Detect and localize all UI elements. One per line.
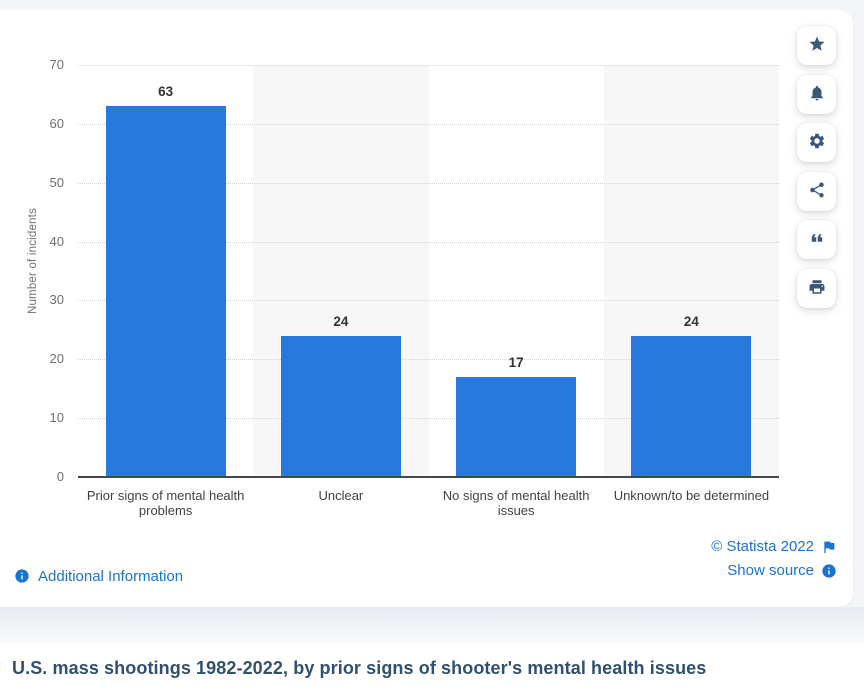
bar-value-label: 17 [508, 354, 524, 370]
additional-information-label: Additional Information [38, 567, 184, 585]
copyright-label: © Statista 2022 [711, 538, 814, 555]
gridline [78, 300, 779, 302]
gear-icon [808, 132, 826, 153]
title-bar: U.S. mass shootings 1982-2022, by prior … [0, 645, 864, 691]
additional-information-link[interactable]: Additional Information [14, 565, 183, 587]
plot-area: 0 10 20 30 40 50 60 70 63 Prior signs of mental h… [50, 57, 779, 518]
y-axis-tick-label: 0 [56, 469, 64, 484]
gridline [78, 359, 779, 361]
cite-button[interactable] [797, 220, 836, 259]
bar-unknown-to-be-determined[interactable] [631, 335, 752, 477]
y-axis-tick-label: 50 [49, 174, 64, 190]
gridline [78, 182, 779, 184]
gridline [78, 418, 779, 420]
favorite-button[interactable] [797, 26, 836, 65]
print-button[interactable] [797, 268, 836, 308]
x-axis-line [78, 476, 779, 478]
x-axis-label: Unclear [318, 488, 364, 503]
y-axis-tick-label: 20 [49, 351, 64, 367]
printer-icon [808, 278, 826, 299]
toolbar [797, 26, 837, 317]
notifications-button[interactable] [797, 74, 836, 114]
y-axis-tick-label: 70 [49, 57, 64, 72]
share-button[interactable] [797, 171, 836, 211]
card-shadow-band [0, 607, 864, 645]
show-source-link[interactable]: Show source [727, 562, 837, 579]
info-icon [14, 568, 30, 584]
bar-no-signs-of-mental-health-issues[interactable] [456, 376, 577, 477]
x-axis-label: No signs of mental health issues [442, 488, 590, 518]
quote-icon [808, 229, 826, 250]
bar-value-label: 63 [158, 84, 174, 100]
gridline [78, 241, 779, 243]
chart-card: Number of incidents 0 10 20 30 40 50 60 70 63 Pri… [0, 10, 853, 607]
share-icon [808, 181, 826, 202]
page-title: U.S. mass shootings 1982-2022, by prior … [12, 657, 707, 678]
y-axis-tick-label: 40 [49, 233, 64, 249]
bar-value-label: 24 [333, 313, 349, 329]
flag-icon [821, 539, 837, 555]
show-source-label: Show source [727, 562, 814, 579]
y-axis-tick-label: 60 [49, 115, 64, 131]
bar-prior-signs-of-mental-health-problems[interactable] [105, 106, 226, 477]
bar-unclear[interactable] [280, 335, 401, 477]
x-axis-label: Unknown/to be determined [613, 488, 770, 503]
info-icon [821, 563, 837, 579]
x-axis-label: Prior signs of mental health problems [86, 488, 245, 518]
star-icon [808, 35, 826, 56]
gridline [78, 123, 779, 125]
gridline [78, 65, 779, 66]
bell-icon [808, 84, 826, 105]
source-links: © Statista 2022 Show source [711, 538, 837, 579]
statista-copyright-link[interactable]: © Statista 2022 [711, 538, 837, 555]
y-axis-tick-label: 10 [49, 410, 64, 426]
bar-value-label: 24 [683, 313, 699, 329]
y-axis-tick-label: 30 [49, 292, 64, 308]
settings-button[interactable] [797, 123, 836, 162]
